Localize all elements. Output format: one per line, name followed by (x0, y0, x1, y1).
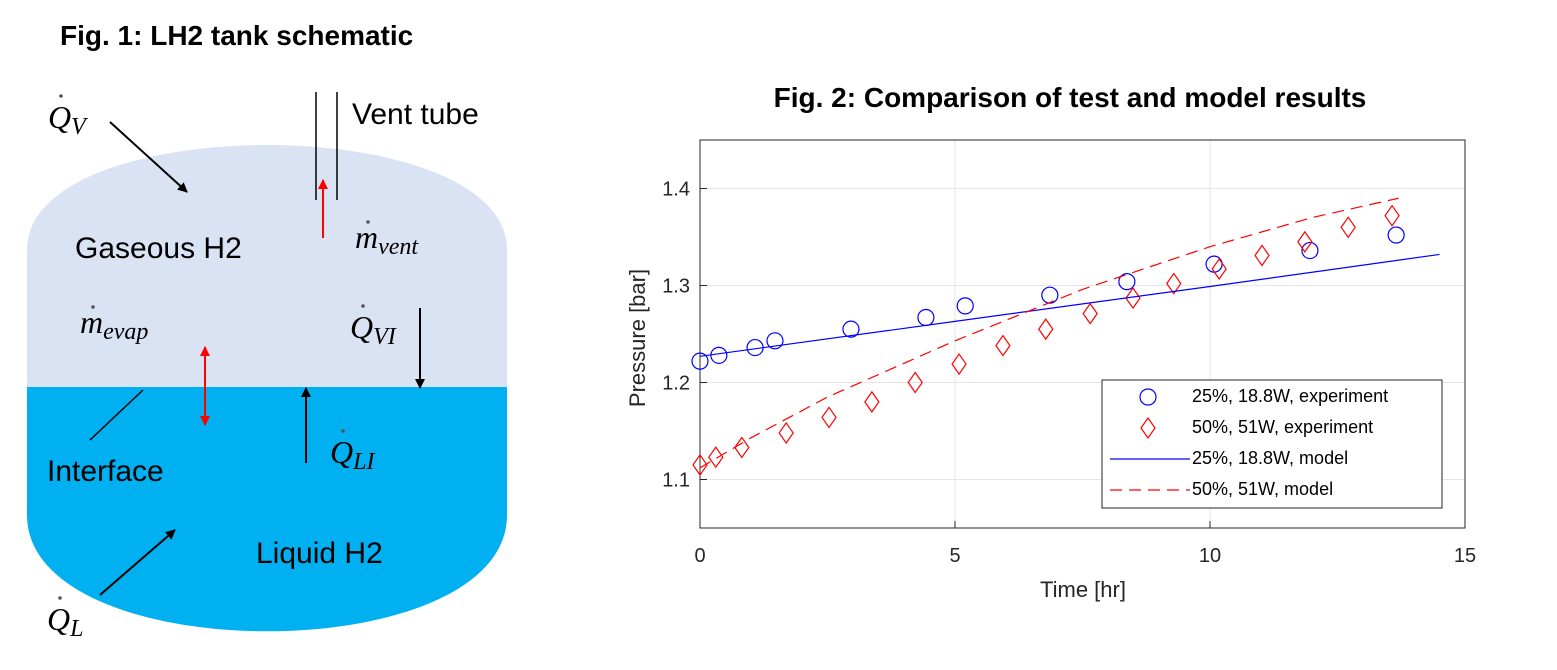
legend-label: 50%, 51W, experiment (1192, 417, 1373, 437)
marker (995, 334, 1011, 357)
marker (1166, 272, 1182, 295)
dot (58, 596, 62, 600)
marker (917, 308, 935, 327)
diagram-title: Fig. 1: LH2 tank schematic (60, 20, 413, 51)
dot (91, 305, 95, 309)
symbol-subscript: LI (352, 449, 375, 475)
y-tick-label: 1.1 (662, 470, 690, 492)
marker (734, 436, 750, 459)
marker (1205, 255, 1223, 273)
y-tick-label: 1.2 (662, 373, 690, 395)
marker (1082, 302, 1098, 325)
marker (710, 346, 728, 364)
label: Liquid H2 (256, 537, 383, 570)
marker (1041, 286, 1059, 304)
marker (778, 421, 794, 444)
marker (1384, 204, 1400, 227)
legend-label: 50%, 51W, model (1192, 479, 1333, 499)
symbol: mvent (355, 219, 419, 260)
gas-region (27, 145, 507, 387)
plot-frame (699, 139, 1466, 529)
marker (951, 353, 967, 376)
symbol-subscript: V (71, 114, 88, 140)
marker (956, 297, 974, 315)
symbol-base: Q (48, 99, 71, 135)
symbol-base: Q (350, 309, 373, 345)
symbol-base: Q (47, 601, 70, 637)
dot (361, 304, 365, 308)
marker (766, 332, 784, 350)
marker (842, 320, 860, 338)
x-tick-label: 5 (949, 545, 960, 567)
chart-title: Fig. 2: Comparison of test and model res… (774, 82, 1367, 113)
dot (366, 220, 370, 224)
marker (1140, 416, 1156, 440)
symbol-base: m (355, 219, 378, 255)
label: Interface (47, 455, 164, 488)
chart: Fig. 2: Comparison of test and model res… (625, 82, 1476, 602)
marker (708, 446, 724, 469)
marker (1301, 241, 1319, 260)
legend: 25%, 18.8W, experiment 50%, 51W, experime… (1101, 379, 1443, 509)
series-line (700, 253, 1440, 357)
symbol: QLI (330, 434, 375, 475)
symbol: QL (47, 601, 83, 642)
marker (864, 390, 880, 413)
symbols: QV mvent mevap QVI QLI QL (47, 94, 419, 642)
legend-box (1101, 379, 1443, 509)
marker (1297, 230, 1313, 253)
marker (692, 453, 708, 476)
marker (821, 406, 837, 429)
symbol: QVI (350, 309, 397, 350)
marker (1211, 257, 1227, 281)
arrow (99, 529, 176, 596)
label: Vent tube (352, 98, 479, 131)
marker (1125, 287, 1141, 310)
dot (59, 94, 63, 98)
pointer-line (89, 389, 144, 441)
symbol: mevap (80, 304, 148, 345)
x-tick-label: 10 (1199, 545, 1221, 567)
y-axis-label: Pressure [bar] (625, 269, 650, 407)
marker (907, 371, 923, 394)
legend-label: 25%, 18.8W, experiment (1192, 386, 1388, 406)
marker (1340, 216, 1356, 239)
marker (1387, 226, 1405, 244)
symbol-subscript: VI (373, 324, 397, 350)
x-tick-label: 0 (694, 545, 705, 567)
x-axis-label: Time [hr] (1040, 577, 1126, 602)
marker (1118, 273, 1136, 291)
arrow (109, 121, 188, 193)
symbol-subscript: vent (378, 234, 419, 260)
marker (1254, 244, 1270, 267)
series-line (700, 197, 1399, 469)
liquid-region (27, 387, 507, 632)
x-tick-label: 15 (1454, 545, 1476, 567)
marker (1038, 318, 1054, 341)
y-tick-label: 1.3 (662, 276, 690, 298)
marker (691, 352, 709, 370)
tank-diagram: Fig. 1: LH2 tank schematic Vent tube Gas… (27, 20, 507, 642)
y-tick-label: 1.4 (662, 179, 690, 201)
symbol: QV (48, 99, 88, 140)
symbol-subscript: L (69, 616, 83, 642)
symbol-base: m (80, 304, 103, 340)
marker (1139, 388, 1157, 406)
label: Gaseous H2 (75, 232, 242, 265)
symbol-subscript: evap (103, 319, 148, 345)
symbol-base: Q (330, 434, 353, 470)
dot (341, 429, 345, 433)
legend-label: 25%, 18.8W, model (1192, 448, 1348, 468)
